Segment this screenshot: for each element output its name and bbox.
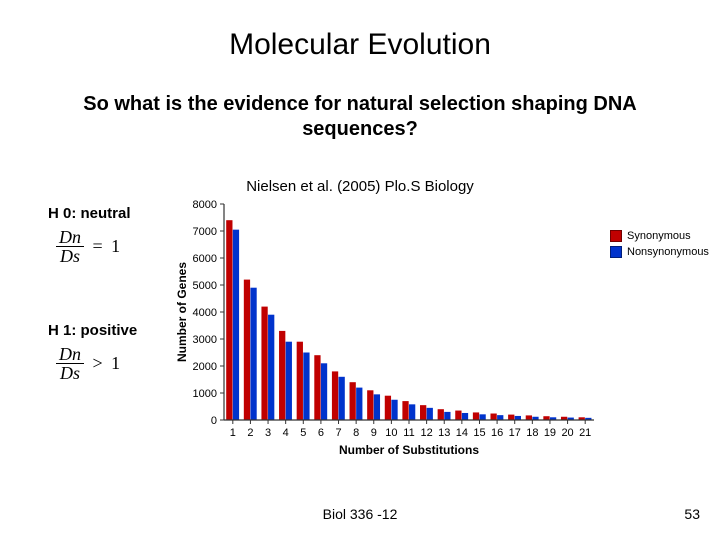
svg-text:18: 18 [526, 427, 538, 439]
svg-text:20: 20 [561, 427, 573, 439]
equation-h0: Dn Ds = 1 [56, 228, 120, 265]
svg-text:2000: 2000 [193, 361, 217, 373]
substitutions-bar-chart: 0100020003000400050006000700080001234567… [172, 198, 602, 460]
slide-subtitle: So what is the evidence for natural sele… [0, 92, 720, 142]
eq-value-1: 1 [111, 236, 120, 257]
svg-text:6: 6 [318, 427, 324, 439]
relation-greater: > [93, 353, 103, 374]
hypothesis-h1-label: H 1: positive [48, 322, 137, 339]
svg-text:6000: 6000 [193, 253, 217, 265]
hypothesis-h0-label: H 0: neutral [48, 205, 131, 222]
svg-text:15: 15 [473, 427, 485, 439]
legend-swatch [610, 230, 622, 242]
svg-text:13: 13 [438, 427, 450, 439]
svg-text:5000: 5000 [193, 280, 217, 292]
svg-text:9: 9 [371, 427, 377, 439]
relation-equals: = [93, 236, 103, 257]
frac-numerator: Dn [56, 345, 84, 364]
svg-text:Number of Genes: Number of Genes [175, 262, 189, 362]
svg-text:4000: 4000 [193, 307, 217, 319]
footer-course: Biol 336 -12 [0, 506, 720, 522]
svg-text:8: 8 [353, 427, 359, 439]
legend-swatch [610, 246, 622, 258]
svg-text:7: 7 [335, 427, 341, 439]
chart-legend: Synonymous Nonsynonymous [610, 230, 709, 262]
svg-text:19: 19 [544, 427, 556, 439]
svg-text:12: 12 [420, 427, 432, 439]
gt-value-1: 1 [111, 353, 120, 374]
legend-item: Nonsynonymous [610, 246, 709, 258]
footer-page-number: 53 [684, 506, 700, 522]
svg-text:1000: 1000 [193, 388, 217, 400]
frac-denominator: Ds [56, 364, 84, 382]
legend-label: Synonymous [627, 230, 691, 242]
svg-text:21: 21 [579, 427, 591, 439]
svg-text:4: 4 [283, 427, 289, 439]
svg-text:1: 1 [230, 427, 236, 439]
svg-text:7000: 7000 [193, 226, 217, 238]
svg-text:16: 16 [491, 427, 503, 439]
legend-label: Nonsynonymous [627, 246, 709, 258]
svg-text:10: 10 [385, 427, 397, 439]
svg-text:14: 14 [456, 427, 468, 439]
citation-text: Nielsen et al. (2005) Plo.S Biology [0, 178, 720, 195]
slide-title: Molecular Evolution [0, 28, 720, 62]
svg-text:11: 11 [403, 427, 414, 439]
svg-text:3000: 3000 [193, 334, 217, 346]
equation-h1: Dn Ds > 1 [56, 345, 120, 382]
svg-text:0: 0 [211, 415, 217, 427]
frac-denominator: Ds [56, 247, 84, 265]
frac-numerator: Dn [56, 228, 84, 247]
legend-item: Synonymous [610, 230, 709, 242]
svg-text:2: 2 [247, 427, 253, 439]
svg-text:5: 5 [300, 427, 306, 439]
svg-text:3: 3 [265, 427, 271, 439]
svg-text:17: 17 [509, 427, 521, 439]
svg-text:8000: 8000 [193, 199, 217, 211]
svg-text:Number of Substitutions: Number of Substitutions [339, 443, 479, 457]
